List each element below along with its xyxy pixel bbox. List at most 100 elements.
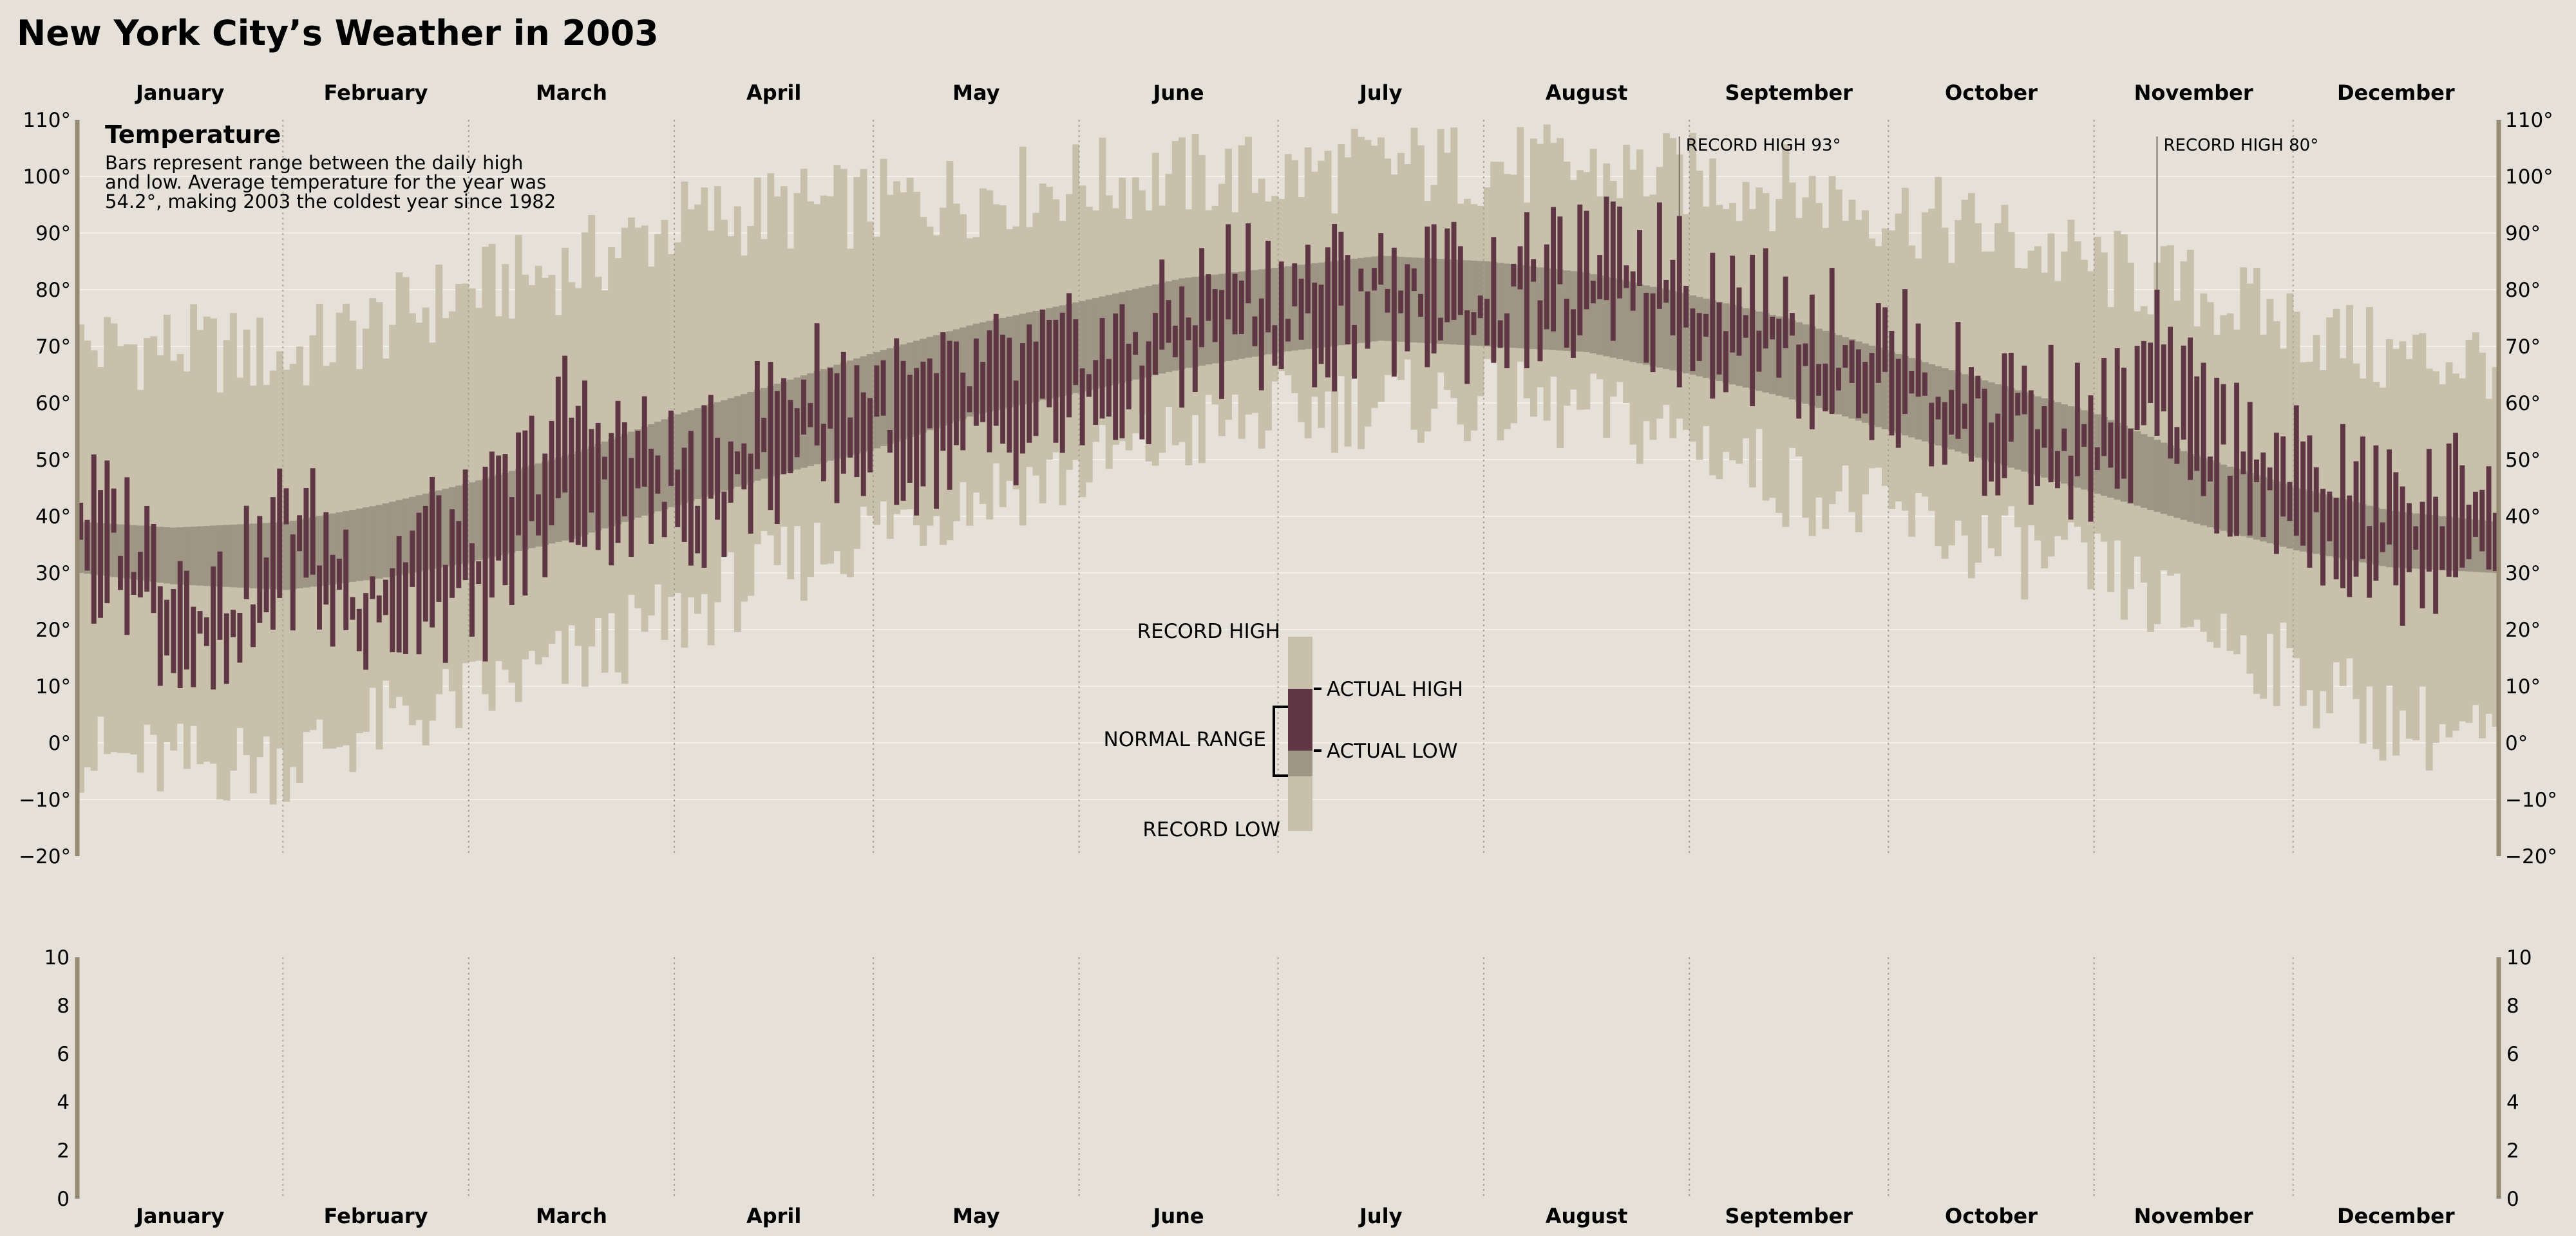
record-range-bar [714, 186, 721, 603]
actual-range-bar [1723, 331, 1728, 393]
temperature-tick-label: 10° [2505, 675, 2541, 698]
actual-range-bar [1630, 271, 1636, 311]
legend: RECORD HIGH RECORD LOW NORMAL RANGE ACTUAL … [1104, 620, 1464, 841]
actual-range-bar [2420, 501, 2425, 608]
actual-range-bar [1398, 290, 1404, 314]
normal-range-bar [1656, 288, 1663, 368]
actual-range-bar [237, 613, 243, 663]
actual-range-bar [277, 468, 283, 598]
record-range-bar [2061, 251, 2069, 540]
normal-range-bar [1291, 265, 1299, 351]
actual-range-bar [1318, 285, 1324, 364]
normal-range-bar [747, 392, 755, 483]
record-range-bar [1437, 129, 1444, 373]
actual-range-bar [661, 501, 667, 538]
actual-range-bar [1292, 263, 1298, 306]
actual-range-bar [1571, 309, 1576, 358]
actual-range-bar [2479, 489, 2485, 552]
actual-range-bar [2094, 447, 2100, 471]
actual-range-bar [2267, 467, 2273, 491]
actual-range-bar [370, 576, 375, 599]
precipitation-tick-label: 2 [57, 1139, 70, 1163]
normal-range-bar [1788, 320, 1796, 400]
actual-range-bar [1895, 359, 1901, 448]
actual-range-bar [1265, 240, 1271, 333]
normal-range-bar [2100, 417, 2108, 496]
actual-range-bar [516, 432, 521, 536]
actual-range-bar [1352, 324, 1357, 379]
actual-range-bar [589, 429, 594, 513]
actual-range-bar [2340, 424, 2345, 588]
precipitation-tick-label: 4 [57, 1091, 70, 1114]
normal-range-bar [1437, 259, 1444, 344]
normal-range-bar [1629, 283, 1637, 362]
actual-range-bar [768, 362, 773, 510]
actual-range-bar [549, 420, 554, 526]
actual-range-bar [960, 372, 966, 451]
temperature-tick-label: 20° [35, 619, 71, 642]
actual-range-bar [2446, 443, 2452, 577]
actual-range-bar [2015, 393, 2021, 416]
actual-range-bar [390, 568, 395, 653]
month-label: October [1945, 1204, 2038, 1228]
record-annotation-label: RECORD HIGH 93° [1686, 136, 1841, 155]
actual-range-bar [735, 451, 740, 474]
actual-range-bar [2472, 491, 2478, 537]
actual-range-bar [1869, 353, 1875, 440]
actual-range-bar [1716, 302, 1722, 375]
actual-range-bar [1849, 340, 1855, 383]
normal-range-bar [1463, 260, 1471, 346]
actual-range-bar [184, 570, 189, 670]
month-label: May [952, 80, 999, 105]
actual-range-bar [1066, 293, 1072, 418]
normal-range-bar [110, 523, 118, 577]
normal-range-bar [2180, 451, 2188, 520]
actual-range-bar [1418, 294, 1423, 317]
actual-range-bar [1179, 286, 1185, 408]
actual-range-bar [1875, 303, 1881, 383]
record-range-bar [2220, 315, 2228, 614]
actual-range-bar [1683, 286, 1689, 328]
actual-range-bar [2227, 476, 2233, 537]
actual-range-bar [2300, 441, 2306, 546]
actual-range-bar [2260, 452, 2266, 538]
actual-range-bar [1551, 207, 1557, 332]
normal-range-bar [2014, 390, 2022, 470]
actual-range-bar [482, 467, 488, 662]
actual-range-bar [2307, 435, 2313, 568]
record-range-bar [316, 303, 323, 720]
normal-range-bar [196, 526, 204, 586]
actual-range-bar [2101, 357, 2107, 456]
actual-range-bar [297, 515, 303, 552]
actual-range-bar [1378, 233, 1384, 285]
actual-range-bar [1113, 313, 1119, 440]
actual-range-bar [383, 579, 388, 615]
actual-range-bar [754, 360, 760, 469]
record-range-bar [1935, 176, 1942, 547]
actual-range-bar [980, 362, 986, 422]
actual-range-bar [1405, 264, 1410, 351]
actual-range-bar [131, 572, 137, 595]
precipitation-tick-label: 4 [2506, 1091, 2519, 1114]
actual-range-bar [781, 378, 787, 474]
actual-range-bar [1577, 204, 1583, 335]
actual-range-bar [111, 488, 117, 533]
actual-range-bar [880, 360, 886, 416]
actual-range-bar [1676, 216, 1682, 388]
actual-range-bar [1106, 359, 1112, 417]
actual-range-bar [290, 534, 296, 631]
actual-range-bar [1836, 368, 1841, 391]
actual-range-bar [303, 487, 309, 578]
actual-range-bar [2240, 451, 2246, 474]
actual-range-bar [695, 505, 701, 554]
normal-range-bar [203, 526, 211, 586]
actual-range-bar [1298, 278, 1304, 340]
actual-range-bar [2400, 486, 2405, 626]
actual-range-bar [1471, 312, 1477, 335]
actual-range-bar [2287, 482, 2293, 521]
actual-range-bar [668, 410, 674, 486]
actual-range-bar [1013, 380, 1019, 485]
actual-range-bar [1935, 397, 1941, 420]
actual-range-bar [1007, 337, 1012, 453]
